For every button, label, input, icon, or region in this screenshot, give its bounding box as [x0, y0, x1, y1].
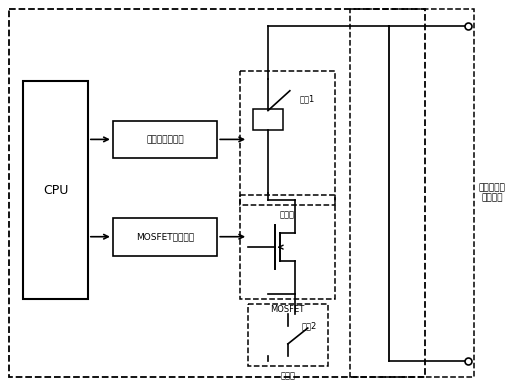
- Text: 接点及二次
起弹回路: 接点及二次 起弹回路: [479, 183, 506, 203]
- Bar: [113, 218, 217, 256]
- Bar: [349, 9, 474, 377]
- Text: MOSFET: MOSFET: [270, 305, 304, 314]
- Bar: [240, 71, 335, 205]
- Text: 接点2: 接点2: [302, 321, 317, 330]
- Bar: [9, 9, 425, 377]
- Text: 继电器控制信号: 继电器控制信号: [146, 135, 184, 144]
- Text: 继电器: 继电器: [280, 371, 295, 380]
- Text: CPU: CPU: [43, 183, 69, 197]
- Bar: [248, 304, 327, 366]
- Bar: [240, 195, 335, 299]
- Bar: [253, 109, 283, 131]
- Text: 继电器: 继电器: [280, 210, 295, 219]
- Bar: [113, 120, 217, 158]
- Text: MOSFET控制信号: MOSFET控制信号: [136, 232, 194, 241]
- Text: 接点1: 接点1: [299, 94, 314, 103]
- Bar: [23, 81, 88, 299]
